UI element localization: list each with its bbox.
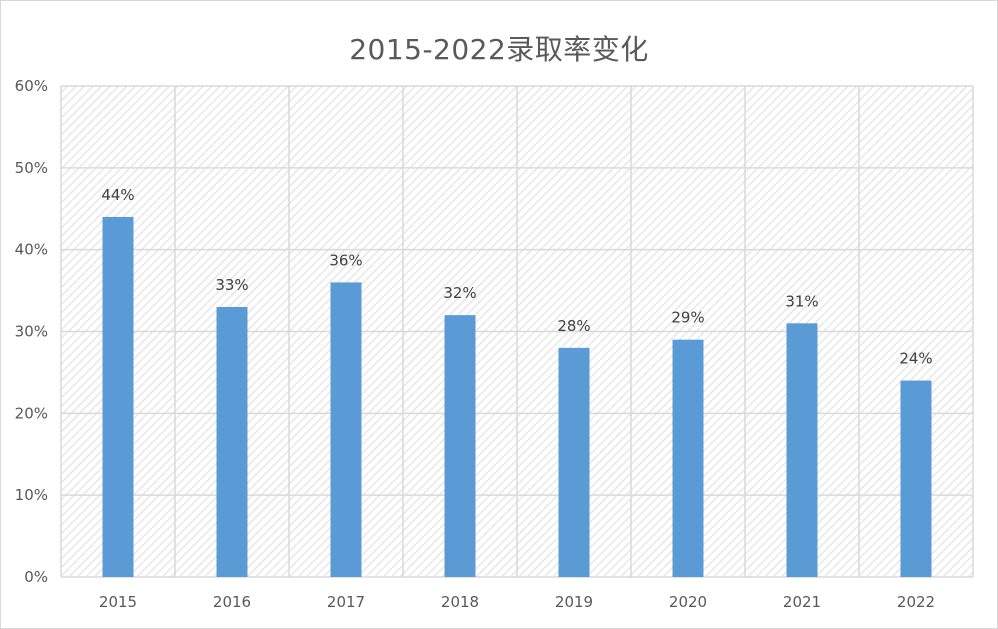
- y-tick-label: 50%: [15, 159, 48, 177]
- data-label: 24%: [899, 350, 932, 368]
- data-label: 36%: [329, 251, 362, 269]
- y-tick-label: 60%: [15, 77, 48, 95]
- y-tick-label: 10%: [15, 486, 48, 504]
- chart-title: 2015-2022录取率变化: [349, 33, 649, 66]
- bar-2022: [900, 380, 932, 577]
- x-axis-tick-labels: 2015 2016 2017 2018 2019 2020 2021 2022: [99, 593, 935, 611]
- x-tick-label: 2022: [897, 593, 935, 611]
- x-tick-label: 2016: [213, 593, 251, 611]
- data-label: 32%: [443, 284, 476, 302]
- x-tick-label: 2021: [783, 593, 821, 611]
- data-label: 28%: [557, 317, 590, 335]
- y-tick-label: 40%: [15, 241, 48, 259]
- x-tick-label: 2017: [327, 593, 365, 611]
- data-label: 44%: [101, 186, 134, 204]
- data-label: 29%: [671, 309, 704, 327]
- bar-2015: [102, 216, 134, 577]
- x-tick-label: 2019: [555, 593, 593, 611]
- y-tick-label: 20%: [15, 404, 48, 422]
- bar-2017: [330, 282, 362, 577]
- bars: [102, 216, 932, 577]
- data-label: 31%: [785, 292, 818, 310]
- x-tick-label: 2015: [99, 593, 137, 611]
- bar-2020: [672, 339, 704, 577]
- bar-2021: [786, 323, 818, 577]
- x-tick-label: 2020: [669, 593, 707, 611]
- bar-2016: [216, 306, 248, 577]
- data-label: 33%: [215, 276, 248, 294]
- y-axis-tick-labels: 0% 10% 20% 30% 40% 50% 60%: [15, 77, 48, 586]
- gridlines: [60, 85, 974, 578]
- bar-2018: [444, 315, 476, 577]
- data-labels: 44% 33% 36% 32% 28% 29% 31% 24%: [101, 186, 932, 368]
- x-tick-label: 2018: [441, 593, 479, 611]
- bar-2019: [558, 347, 590, 577]
- y-tick-label: 0%: [24, 568, 48, 586]
- y-tick-label: 30%: [15, 323, 48, 341]
